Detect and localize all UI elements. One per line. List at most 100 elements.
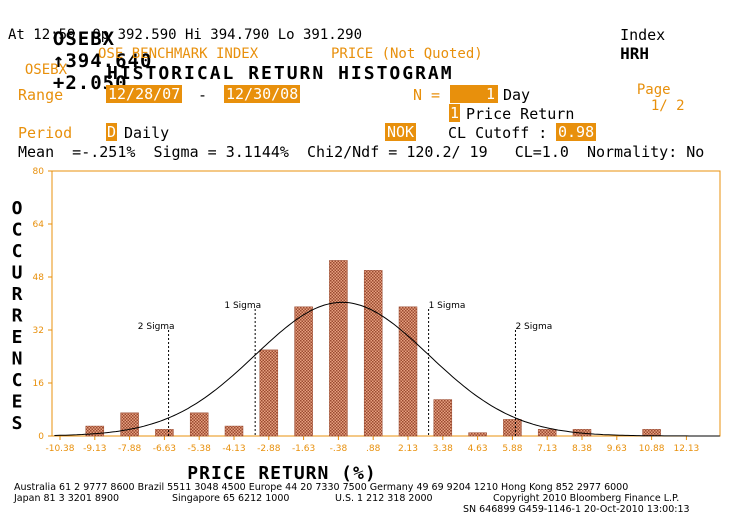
y-tick-label: 32 [33, 326, 44, 336]
y-axis-label-letter: U [12, 263, 23, 284]
cl-cutoff-label: CL Cutoff : [448, 124, 548, 142]
ticker-symbol: OSEBX [52, 28, 116, 50]
x-tick-label: 5.88 [502, 444, 522, 454]
period-value: Daily [124, 124, 170, 142]
x-axis-label: PRICE RETURN (%) [187, 463, 376, 484]
index-label: Index [620, 26, 666, 44]
y-axis-label-letter: C [12, 220, 23, 241]
normal-distribution-curve [54, 301, 720, 437]
x-tick-label: -1.63 [292, 444, 315, 454]
page-value: 1/ 2 [650, 98, 685, 114]
footer-copyright: Copyright 2010 Bloomberg Finance L.P. [493, 493, 680, 504]
x-tick-label: 7.13 [537, 444, 557, 454]
chart-axes [48, 170, 721, 440]
x-tick-label: -6.63 [153, 444, 176, 454]
x-tick-label: -10.38 [45, 444, 74, 454]
histogram-bar [259, 349, 279, 437]
histogram-bar [329, 260, 348, 437]
y-tick-label: 16 [33, 379, 45, 389]
range-end-field[interactable]: 12/30/08 [224, 85, 300, 103]
n-input[interactable]: 1 [450, 85, 498, 103]
histogram-bar [468, 432, 487, 437]
sigma-line-label: 2 Sigma [515, 322, 552, 332]
footer-line1: Australia 61 2 9777 8600 Brazil 5511 304… [14, 482, 629, 493]
x-tick-label: .88 [366, 444, 381, 454]
x-tick-label: -7.88 [118, 444, 142, 454]
y-axis-label-letter: C [12, 241, 23, 262]
normal-curve-group [54, 301, 720, 437]
index-label-group: Index HRH [602, 8, 665, 63]
range-separator: - [198, 86, 208, 104]
x-tick-label: 8.38 [572, 444, 592, 454]
y-axis-label-letter: R [12, 306, 23, 327]
stats-line: Mean =-.251% Sigma = 3.1144% Chi2/Ndf = … [18, 143, 705, 161]
footer-serial: SN 646899 G459-1146-1 20-Oct-2010 13:00:… [463, 504, 690, 515]
n-label: N = [413, 86, 441, 104]
return-type-code[interactable]: 1 [449, 104, 461, 122]
x-tick-label: 2.13 [398, 444, 418, 454]
footer-japan: Japan 81 3 3201 8900 [14, 493, 120, 504]
y-axis-label-letter: S [12, 413, 23, 434]
bars-group [85, 260, 661, 437]
page-title: HISTORICAL RETURN HISTOGRAM [107, 63, 454, 84]
period-code[interactable]: D [106, 123, 118, 141]
y-tick-label: 80 [33, 167, 45, 177]
plot-frame [51, 170, 721, 437]
quote-line: At 12:59 Op 392.590 Hi 394.790 Lo 391.29… [8, 27, 363, 43]
histogram-bar [294, 306, 313, 437]
histogram-bar [155, 429, 174, 437]
histogram-bar [398, 306, 418, 437]
histogram-bar [537, 429, 557, 437]
sigma-line-label: 1 Sigma [224, 301, 261, 311]
tick-labels-group: 0 16 32 48 64 80 -10.38 -9.13 -7.88 -6.63 -5.38 -4.… [33, 167, 700, 454]
y-axis-label-letter: E [12, 392, 23, 413]
price-note: PRICE (Not Quoted) [331, 46, 483, 62]
y-axis-label-letter: O [12, 198, 23, 219]
currency-field[interactable]: NOK [385, 123, 417, 141]
histogram-bar [120, 412, 139, 437]
footer-singapore: Singapore 65 6212 1000 [172, 493, 290, 504]
range-label: Range [18, 86, 64, 104]
histogram-bar [642, 429, 661, 437]
n-unit: Day [503, 86, 531, 104]
function-code[interactable]: HRH [620, 44, 649, 63]
page-indicator: Page 1/ 2 [620, 66, 685, 114]
x-tick-label: -.38 [330, 444, 348, 454]
cl-cutoff-input[interactable]: 0.98 [556, 123, 597, 141]
x-tick-label: -4.13 [222, 444, 245, 454]
y-tick-label: 48 [33, 273, 45, 283]
y-tick-label: 64 [33, 220, 45, 230]
histogram-bar [224, 425, 244, 437]
x-tick-label: 4.63 [468, 444, 488, 454]
x-tick-label: 10.88 [639, 444, 665, 454]
footer-us: U.S. 1 212 318 2000 [335, 493, 433, 504]
x-tick-label: 12.13 [674, 444, 700, 454]
range-start-field[interactable]: 12/28/07 [106, 85, 182, 103]
x-tick-label: 9.63 [607, 444, 627, 454]
sigma-line-label: 1 Sigma [429, 301, 466, 311]
histogram-bar [503, 419, 522, 437]
ticker-title: OSEBX ↑394.640 +2.050 [28, 6, 152, 94]
return-type-label: Price Return [466, 105, 575, 123]
x-tick-label: -2.88 [257, 444, 281, 454]
histogram-bar [433, 399, 453, 437]
y-tick-label: 0 [38, 432, 44, 442]
x-tick-label: 3.38 [433, 444, 453, 454]
x-tick-label: -5.38 [188, 444, 212, 454]
y-axis-label-letter: R [12, 284, 23, 305]
histogram-bar [85, 425, 105, 437]
security-name: OSE BENCHMARK INDEX [98, 46, 259, 62]
histogram-bar [363, 270, 383, 437]
y-axis-label-letter: C [12, 370, 23, 391]
x-tick-label: -9.13 [83, 444, 106, 454]
page-label: Page [636, 82, 671, 98]
ticker-price: ↑394.640 [52, 50, 153, 72]
histogram-bar [189, 412, 209, 437]
info-line: OSEBX [8, 46, 67, 78]
y-axis-label-letter: N [12, 349, 23, 370]
y-axis-label-letter: E [12, 327, 23, 348]
info-ticker: OSEBX [24, 62, 68, 78]
period-label: Period [18, 124, 73, 142]
